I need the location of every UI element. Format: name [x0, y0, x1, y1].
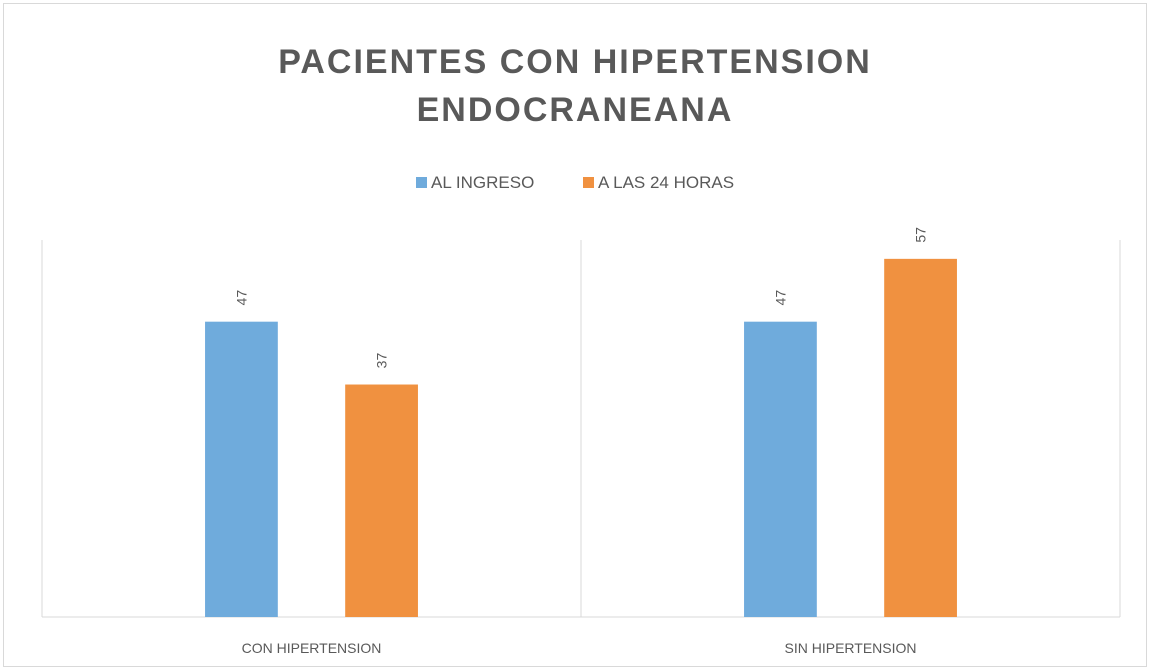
x-tick-label: SIN HIPERTENSION	[785, 640, 917, 656]
legend-label: AL INGRESO	[431, 173, 534, 192]
data-label: 37	[374, 353, 390, 369]
legend-swatch	[583, 177, 594, 188]
chart-border	[3, 3, 1147, 667]
legend-label: A LAS 24 HORAS	[598, 173, 734, 192]
legend-swatch	[416, 177, 427, 188]
bar	[205, 321, 278, 617]
data-label: 47	[772, 290, 788, 306]
bar	[744, 321, 817, 617]
data-label: 57	[913, 227, 929, 243]
bar	[884, 258, 957, 617]
data-label: 47	[233, 290, 249, 306]
bar	[345, 384, 418, 617]
chart-title: PACIENTES CON HIPERTENSION ENDOCRANEANA	[278, 43, 872, 129]
x-tick-label: CON HIPERTENSION	[242, 640, 382, 656]
